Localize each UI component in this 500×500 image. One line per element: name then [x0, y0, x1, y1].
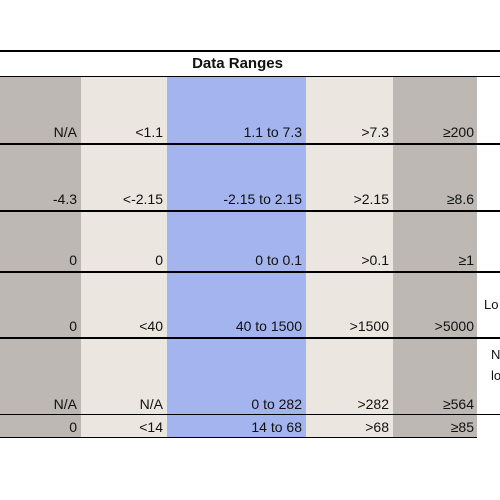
- table-cell: 0: [69, 318, 77, 334]
- table-cell: 14 to 68: [251, 419, 302, 435]
- table-cell: ≥8.6: [446, 191, 474, 207]
- bottom-rule: [0, 437, 477, 438]
- table-cell: 0: [69, 419, 77, 435]
- column-na-bg: [0, 77, 81, 438]
- side-label: Lo: [484, 297, 499, 312]
- table-cell: ≥564: [442, 396, 474, 412]
- table-cell: >68: [365, 419, 389, 435]
- table-cell: N/A: [53, 124, 77, 140]
- table-cell: 1.1 to 7.3: [243, 124, 302, 140]
- row-divider: [0, 337, 500, 339]
- table-cell: >5000: [434, 318, 474, 334]
- table-cell: <-2.15: [122, 191, 163, 207]
- table-cell: 0 to 0.1: [255, 252, 302, 268]
- table-cell: <14: [139, 419, 163, 435]
- table-cell: >2.15: [353, 191, 389, 207]
- table-cell: ≥1: [458, 252, 474, 268]
- table-title: Data Ranges: [192, 55, 283, 72]
- top-rule: [0, 50, 500, 52]
- row-divider: [0, 143, 500, 145]
- table-cell: <40: [139, 318, 163, 334]
- table-cell: 0: [155, 252, 163, 268]
- table-cell: 40 to 1500: [235, 318, 302, 334]
- table-cell: 0: [69, 252, 77, 268]
- table-cell: N/A: [53, 396, 77, 412]
- table-cell: >7.3: [361, 124, 389, 140]
- side-label: N: [491, 347, 500, 362]
- table-cell: N/A: [139, 396, 163, 412]
- table-cell: >282: [357, 396, 389, 412]
- table-cell: ≥85: [450, 419, 474, 435]
- table-cell: >0.1: [361, 252, 389, 268]
- table-cell: -2.15 to 2.15: [223, 191, 302, 207]
- table-cell: ≥200: [442, 124, 474, 140]
- row-divider: [0, 210, 500, 212]
- column-mid-bg: [167, 77, 306, 438]
- side-label: lo: [491, 368, 500, 383]
- column-vhigh-bg: [393, 77, 477, 438]
- column-low-bg: [81, 77, 167, 438]
- table-cell: 0 to 282: [251, 396, 302, 412]
- column-high-bg: [306, 77, 393, 438]
- row-divider: [0, 271, 500, 273]
- row-divider: [0, 414, 500, 415]
- header-rule: [0, 76, 500, 77]
- table-cell: -4.3: [52, 191, 77, 207]
- table-cell: <1.1: [135, 124, 163, 140]
- table-cell: >1500: [349, 318, 389, 334]
